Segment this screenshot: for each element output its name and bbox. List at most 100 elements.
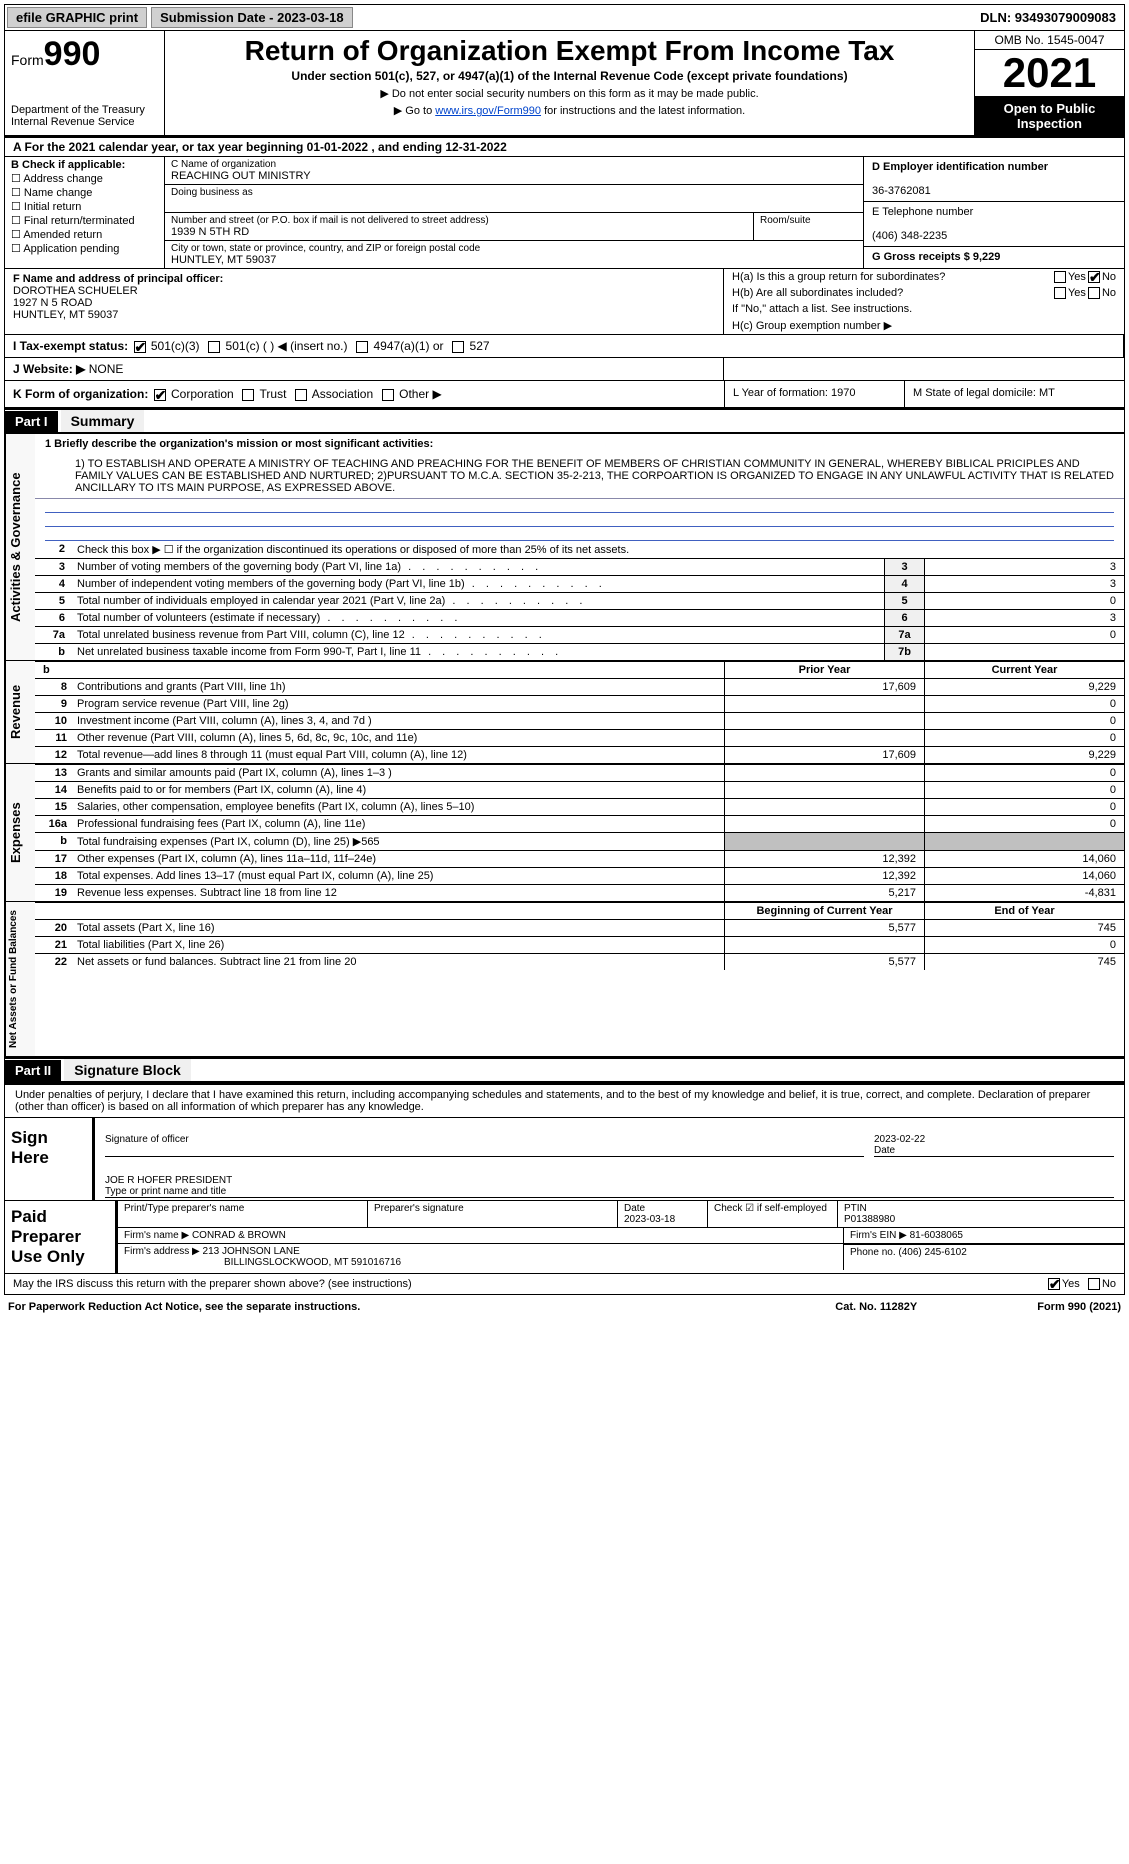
part-i-title: Summary — [61, 410, 145, 432]
sign-here: Sign Here — [5, 1118, 95, 1200]
fin-line: Contributions and grants (Part VIII, lin… — [73, 679, 724, 695]
part-i-hdr: Part I — [5, 411, 58, 432]
state-domicile: M State of legal domicile: MT — [904, 381, 1124, 407]
fin-line: Benefits paid to or for members (Part IX… — [73, 782, 724, 798]
summary-line: Total number of volunteers (estimate if … — [73, 610, 884, 626]
chk-final[interactable]: ☐ Final return/terminated — [11, 214, 158, 227]
mission-text: 1) TO ESTABLISH AND OPERATE A MINISTRY O… — [35, 454, 1124, 499]
summary-value: 0 — [924, 627, 1124, 643]
irs-link[interactable]: www.irs.gov/Form990 — [435, 105, 541, 117]
paid-preparer: Paid Preparer Use Only — [5, 1201, 115, 1273]
firm-addr: Firm's address ▶ 213 JOHNSON LANE BILLIN… — [118, 1244, 844, 1270]
fin-prior — [724, 713, 924, 729]
fin-prior — [724, 782, 924, 798]
org-name: REACHING OUT MINISTRY — [171, 170, 857, 182]
street: 1939 N 5TH RD — [171, 226, 747, 238]
prior-year-hdr: Prior Year — [724, 662, 924, 678]
line-a: A For the 2021 calendar year, or tax yea… — [5, 138, 1124, 157]
fin-current: 745 — [924, 920, 1124, 936]
chk-other[interactable] — [382, 389, 394, 401]
fin-line: Other expenses (Part IX, column (A), lin… — [73, 851, 724, 867]
print-btn[interactable]: efile GRAPHIC print — [7, 7, 147, 28]
q1-hdr: 1 Briefly describe the organization's mi… — [35, 434, 1124, 454]
chk-4947[interactable] — [356, 341, 368, 353]
chk-527[interactable] — [452, 341, 464, 353]
ptin: PTINP01388980 — [838, 1201, 1124, 1227]
j-label: J Website: ▶ — [13, 362, 85, 376]
summary-value: 3 — [924, 576, 1124, 592]
suite-label: Room/suite — [753, 213, 863, 240]
h-a: H(a) Is this a group return for subordin… — [732, 271, 1052, 283]
fin-prior: 12,392 — [724, 868, 924, 884]
hb-note: If "No," attach a list. See instructions… — [732, 303, 912, 315]
chk-corp[interactable] — [154, 389, 166, 401]
tax-year: 2021 — [975, 50, 1124, 97]
fin-current: 14,060 — [924, 868, 1124, 884]
form-number: Form990 — [11, 35, 158, 74]
fin-line: Net assets or fund balances. Subtract li… — [73, 954, 724, 970]
fin-line: Total assets (Part X, line 16) — [73, 920, 724, 936]
eoy-hdr: End of Year — [924, 903, 1124, 919]
pra-notice: For Paperwork Reduction Act Notice, see … — [8, 1301, 360, 1313]
summary-value: 3 — [924, 559, 1124, 575]
fin-prior — [724, 696, 924, 712]
fin-prior — [724, 765, 924, 781]
chk-initial[interactable]: ☐ Initial return — [11, 200, 158, 213]
fin-current: 0 — [924, 782, 1124, 798]
chk-trust[interactable] — [242, 389, 254, 401]
h-c: H(c) Group exemption number ▶ — [732, 319, 892, 332]
type-name: JOE R HOFER PRESIDENTType or print name … — [105, 1161, 1114, 1198]
chk-amended[interactable]: ☐ Amended return — [11, 228, 158, 241]
officer-name: DOROTHEA SCHUELER — [13, 285, 138, 297]
fin-prior: 17,609 — [724, 679, 924, 695]
fin-current: 0 — [924, 730, 1124, 746]
discuss-no[interactable] — [1088, 1278, 1100, 1290]
omb-no: OMB No. 1545-0047 — [975, 31, 1124, 50]
discuss-yes[interactable] — [1048, 1278, 1060, 1290]
blank-line — [45, 527, 1114, 541]
summary-line: Number of voting members of the governin… — [73, 559, 884, 575]
chk-name[interactable]: ☐ Name change — [11, 186, 158, 199]
fin-line: Total liabilities (Part X, line 26) — [73, 937, 724, 953]
firm-phone: Phone no. (406) 245-6102 — [844, 1244, 1124, 1270]
website: NONE — [89, 362, 124, 376]
fin-current: 0 — [924, 799, 1124, 815]
fin-prior: 17,609 — [724, 747, 924, 763]
hb-yes[interactable] — [1054, 287, 1066, 299]
chk-assoc[interactable] — [295, 389, 307, 401]
chk-address[interactable]: ☐ Address change — [11, 172, 158, 185]
pp-date: Date2023-03-18 — [618, 1201, 708, 1227]
fin-current: 0 — [924, 937, 1124, 953]
summary-line: Number of independent voting members of … — [73, 576, 884, 592]
part-ii-title: Signature Block — [64, 1059, 191, 1081]
chk-501c3[interactable] — [134, 341, 146, 353]
cat-no: Cat. No. 11282Y — [835, 1301, 917, 1313]
tel-label: E Telephone number — [872, 206, 973, 218]
summary-value: 3 — [924, 610, 1124, 626]
summary-line: Total unrelated business revenue from Pa… — [73, 627, 884, 643]
vlabel-expenses: Expenses — [5, 764, 35, 901]
chk-pending[interactable]: ☐ Application pending — [11, 242, 158, 255]
ha-no[interactable] — [1088, 271, 1100, 283]
fin-current: 0 — [924, 765, 1124, 781]
city-label: City or town, state or province, country… — [171, 243, 857, 254]
blank-line — [45, 513, 1114, 527]
summary-line: Net unrelated business taxable income fr… — [73, 644, 884, 660]
fin-line: Salaries, other compensation, employee b… — [73, 799, 724, 815]
dba-label: Doing business as — [171, 187, 857, 198]
fin-line: Program service revenue (Part VIII, line… — [73, 696, 724, 712]
fin-prior: 5,217 — [724, 885, 924, 901]
dln: DLN: 93493079009083 — [980, 10, 1122, 25]
fin-current: 745 — [924, 954, 1124, 970]
discuss-q: May the IRS discuss this return with the… — [13, 1278, 412, 1290]
fin-current: -4,831 — [924, 885, 1124, 901]
year-formation: L Year of formation: 1970 — [724, 381, 904, 407]
chk-501c[interactable] — [208, 341, 220, 353]
i-label: I Tax-exempt status: — [13, 339, 128, 353]
ha-yes[interactable] — [1054, 271, 1066, 283]
fin-current: 14,060 — [924, 851, 1124, 867]
public-inspection: Open to Public Inspection — [975, 97, 1124, 135]
ein-label: D Employer identification number — [872, 161, 1048, 173]
hb-no[interactable] — [1088, 287, 1100, 299]
current-year-hdr: Current Year — [924, 662, 1124, 678]
